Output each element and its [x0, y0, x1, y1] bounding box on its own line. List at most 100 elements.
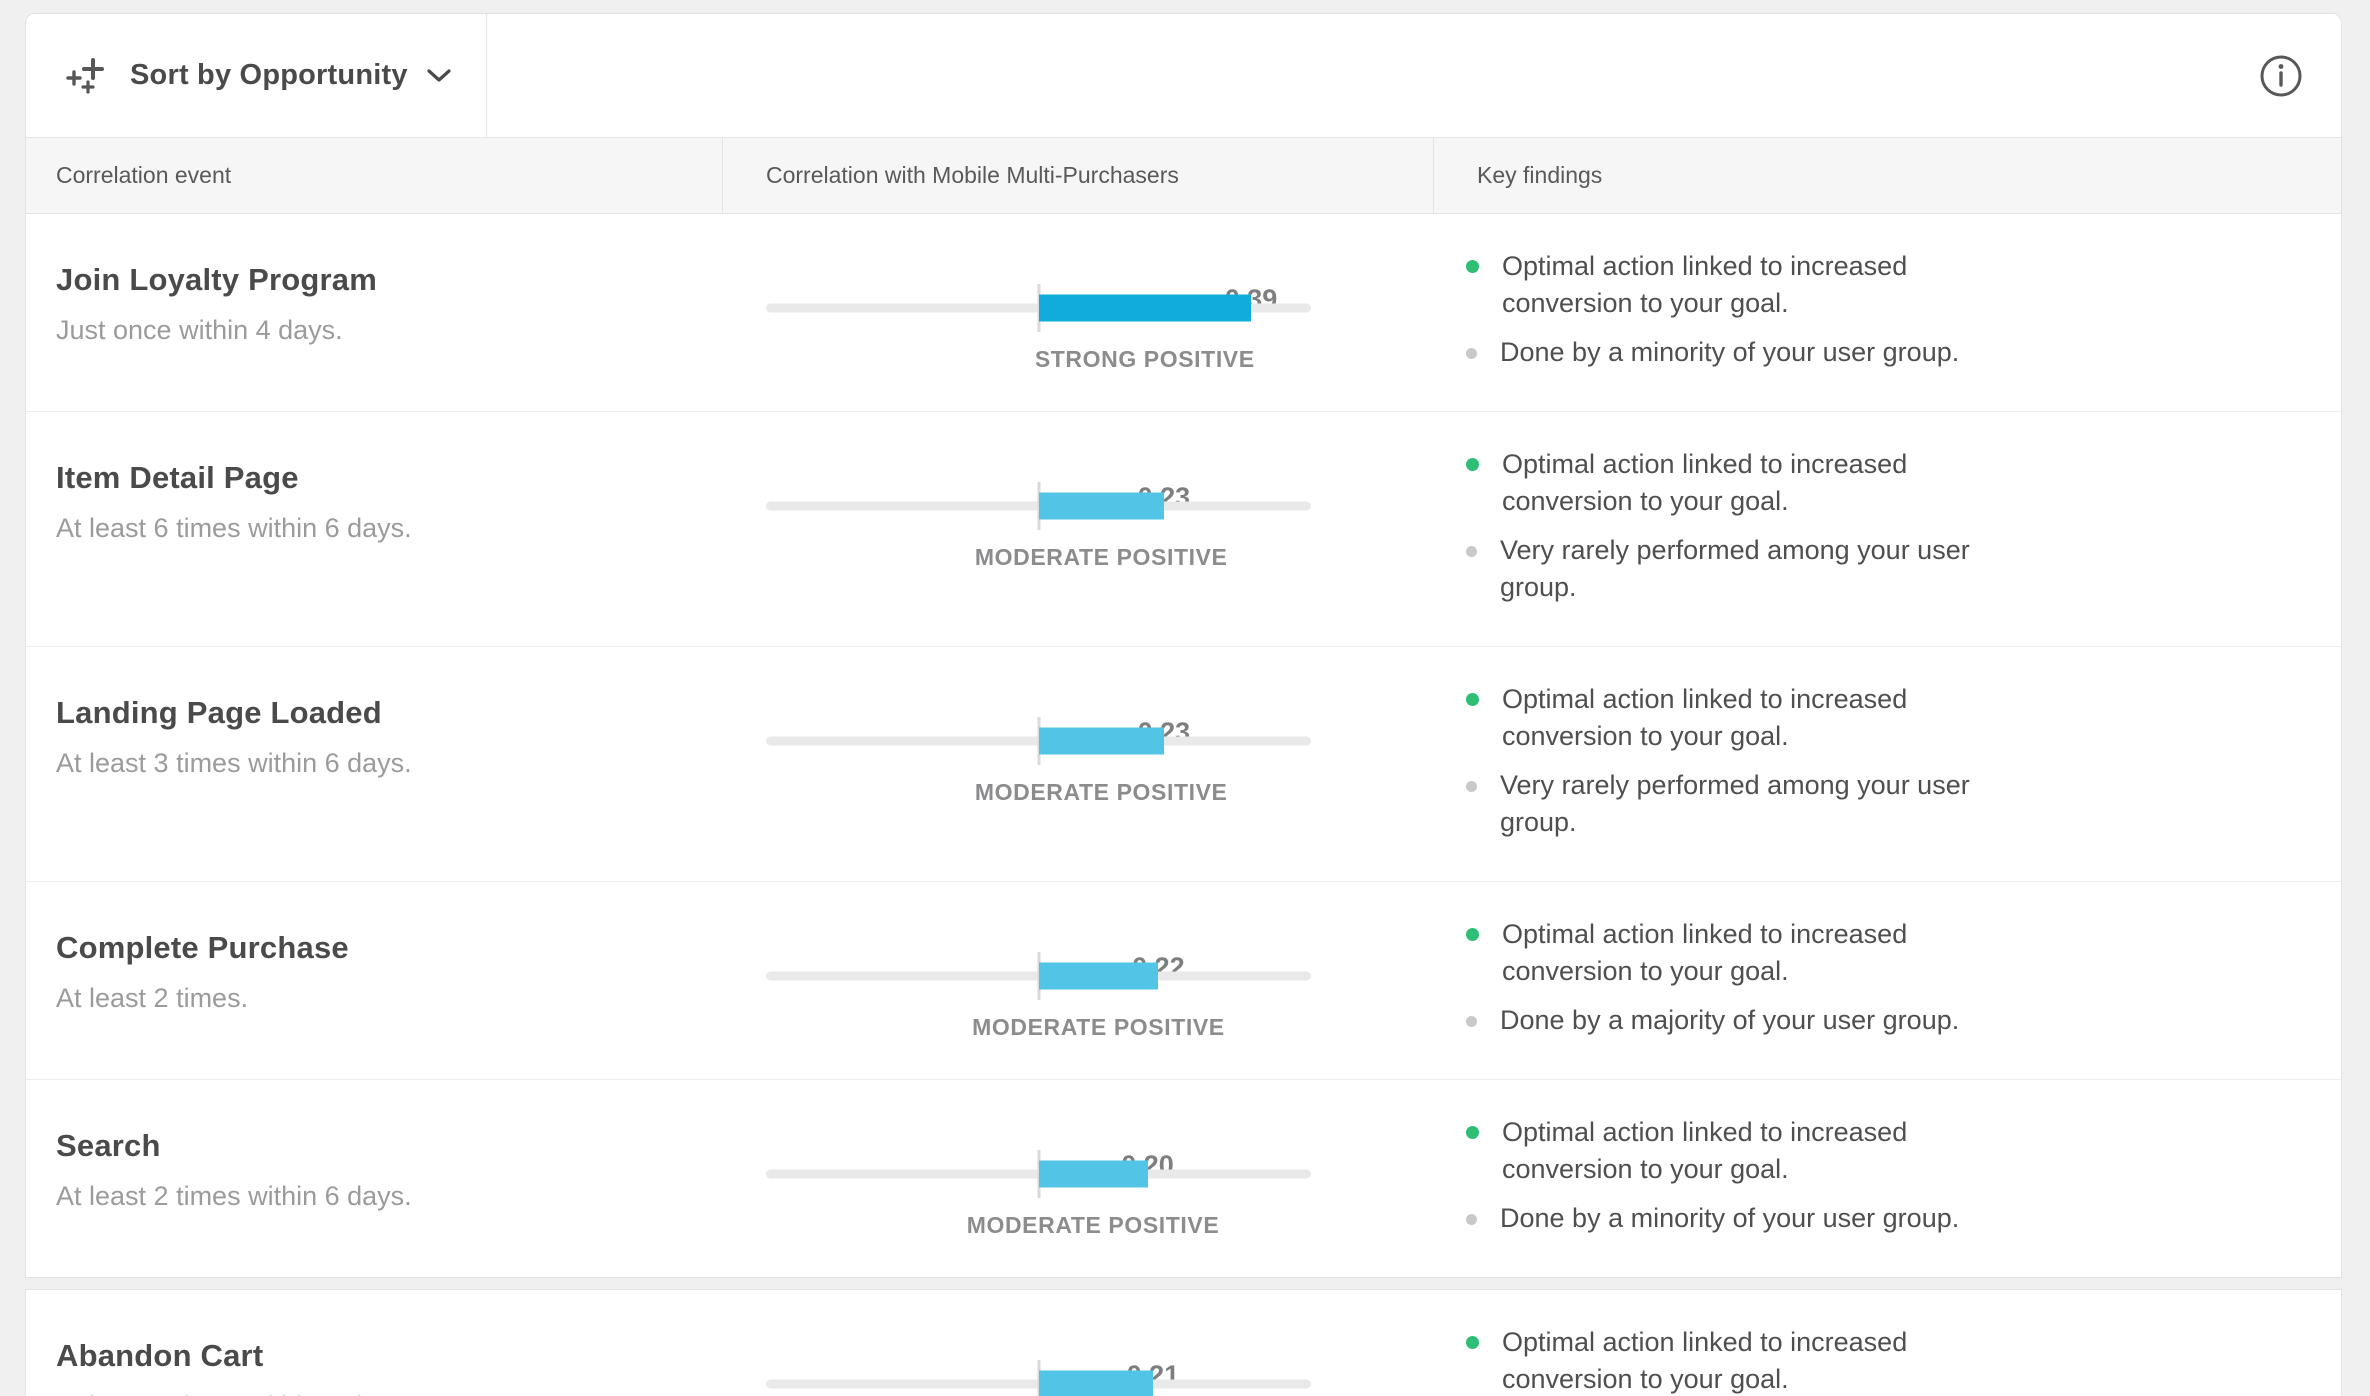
finding-text: Done by a minority of your user group.: [1500, 337, 1960, 367]
key-findings-list: Optimal action linked to increased conve…: [1434, 882, 2341, 1079]
correlation-cell: 0.39 STRONG POSITIVE: [723, 214, 1434, 411]
finding-dot: [1466, 928, 1479, 941]
finding-item: Very rarely performed among your user gr…: [1466, 767, 2301, 841]
info-button[interactable]: [2255, 50, 2307, 102]
correlation-bar: 0.23 MODERATE POSITIVE: [766, 717, 1311, 806]
header-correlation-event: Correlation event: [26, 138, 723, 213]
finding-item: Very rarely performed among your user gr…: [1466, 532, 2301, 606]
finding-dot: [1466, 348, 1477, 359]
sort-by-button[interactable]: Sort by Opportunity: [26, 14, 487, 137]
event-cell: Join Loyalty Program Just once within 4 …: [26, 214, 723, 411]
finding-item: Optimal action linked to increased conve…: [1466, 916, 2301, 990]
header-key-findings: Key findings: [1477, 162, 1603, 188]
finding-text: Optimal action linked to increased conve…: [1502, 449, 1908, 516]
table-row[interactable]: Landing Page Loaded At least 3 times wit…: [26, 647, 2341, 882]
finding-item: Done by a minority of your user group.: [1466, 1200, 2301, 1237]
finding-dot: [1466, 1126, 1479, 1139]
finding-text: Optimal action linked to increased conve…: [1502, 919, 1908, 986]
event-criteria: At least 2 times within 6 days.: [56, 1181, 412, 1211]
finding-dot: [1466, 693, 1479, 706]
finding-text: Very rarely performed among your user gr…: [1500, 535, 1970, 602]
event-name: Search: [56, 1128, 161, 1163]
finding-dot: [1466, 1016, 1477, 1027]
strength-label: STRONG POSITIVE: [1034, 346, 1255, 372]
correlation-track: [766, 717, 1311, 765]
table-row[interactable]: Search At least 2 times within 6 days. 0…: [26, 1080, 2341, 1277]
correlation-fill: [1038, 727, 1164, 755]
event-criteria: At least 3 times within 6 days.: [56, 748, 412, 778]
table-rows-section-1: Join Loyalty Program Just once within 4 …: [26, 214, 2341, 1277]
correlation-bar: 0.39 STRONG POSITIVE: [766, 284, 1311, 373]
correlation-bar: 0.23 MODERATE POSITIVE: [766, 482, 1311, 571]
finding-dot: [1466, 1214, 1477, 1225]
table-row[interactable]: Complete Purchase At least 2 times. 0.22…: [26, 882, 2341, 1080]
finding-item: Done by a majority of your user group.: [1466, 1002, 2301, 1039]
event-cell: Landing Page Loaded At least 3 times wit…: [26, 647, 723, 881]
finding-item: Optimal action linked to increased conve…: [1466, 681, 2301, 755]
strength-label: MODERATE POSITIVE: [974, 779, 1228, 805]
event-criteria: Just once within 4 days.: [56, 315, 343, 345]
event-name: Item Detail Page: [56, 460, 299, 495]
event-name: Abandon Cart: [56, 1338, 264, 1373]
correlation-panel: Sort by Opportunity Correlatio: [25, 13, 2342, 1396]
finding-item: Optimal action linked to increased conve…: [1466, 446, 2301, 520]
event-cell: Abandon Cart At least 2 times within 6 d…: [26, 1290, 723, 1396]
correlation-fill: [1038, 1370, 1153, 1396]
finding-text: Optimal action linked to increased conve…: [1502, 684, 1908, 751]
event-criteria: At least 2 times within 6 days.: [56, 1391, 693, 1396]
correlation-card-bottom: Abandon Cart At least 2 times within 6 d…: [25, 1289, 2342, 1396]
table-rows-section-2: Abandon Cart At least 2 times within 6 d…: [26, 1290, 2341, 1396]
event-name: Landing Page Loaded: [56, 695, 382, 730]
correlation-bar: 0.22 MODERATE POSITIVE: [766, 952, 1311, 1041]
key-findings-list: Optimal action linked to increased conve…: [1434, 1290, 2341, 1396]
strength-label: MODERATE POSITIVE: [972, 1014, 1225, 1040]
correlation-cell: 0.20 MODERATE POSITIVE: [723, 1080, 1434, 1277]
strength-label: MODERATE POSITIVE: [966, 1212, 1220, 1238]
correlation-track: [766, 952, 1311, 1000]
key-findings-list: Optimal action linked to increased conve…: [1434, 412, 2341, 646]
sort-by-label: Sort by Opportunity: [130, 59, 408, 91]
info-icon: [2257, 52, 2305, 100]
table-row[interactable]: Abandon Cart At least 2 times within 6 d…: [26, 1290, 2341, 1396]
finding-dot: [1466, 1336, 1479, 1349]
event-name: Join Loyalty Program: [56, 262, 377, 297]
finding-item: Optimal action linked to increased conve…: [1466, 1324, 2301, 1396]
finding-item: Optimal action linked to increased conve…: [1466, 1114, 2301, 1188]
correlation-cell: 0.23 MODERATE POSITIVE: [723, 647, 1434, 881]
correlation-track: [766, 482, 1311, 530]
finding-item: Optimal action linked to increased conve…: [1466, 248, 2301, 322]
correlation-track: [766, 1150, 1311, 1198]
correlation-card-top: Sort by Opportunity Correlatio: [25, 13, 2342, 1278]
finding-text: Done by a majority of your user group.: [1500, 1005, 1960, 1035]
event-cell: Item Detail Page At least 6 times within…: [26, 412, 723, 646]
correlation-fill: [1038, 962, 1159, 990]
correlation-cell: 0.22 MODERATE POSITIVE: [723, 882, 1434, 1079]
finding-text: Optimal action linked to increased conve…: [1502, 251, 1908, 318]
finding-dot: [1466, 260, 1479, 273]
finding-dot: [1466, 458, 1479, 471]
key-findings-list: Optimal action linked to increased conve…: [1434, 214, 2341, 411]
table-header-row: Correlation event Correlation with Mobil…: [26, 138, 2341, 214]
event-criteria: At least 2 times.: [56, 983, 249, 1013]
finding-item: Done by a minority of your user group.: [1466, 334, 2301, 371]
key-findings-list: Optimal action linked to increased conve…: [1434, 647, 2341, 881]
correlation-fill: [1038, 294, 1252, 322]
sparkle-plus-icon: [64, 54, 110, 98]
event-cell: Search At least 2 times within 6 days.: [26, 1080, 723, 1277]
finding-text: Optimal action linked to increased conve…: [1502, 1117, 1908, 1184]
correlation-fill: [1038, 1160, 1148, 1188]
table-row[interactable]: Join Loyalty Program Just once within 4 …: [26, 214, 2341, 412]
event-cell: Complete Purchase At least 2 times.: [26, 882, 723, 1079]
finding-text: Optimal action linked to increased conve…: [1502, 1327, 1908, 1394]
correlation-bar: 0.21 MODERATE POSITIVE: [766, 1360, 1311, 1396]
key-findings-list: Optimal action linked to increased conve…: [1434, 1080, 2341, 1277]
correlation-cell: 0.21 MODERATE POSITIVE: [723, 1290, 1434, 1396]
correlation-fill: [1038, 492, 1164, 520]
header-correlation-with-goal: Correlation with Mobile Multi-Purchasers: [723, 138, 1434, 213]
finding-dot: [1466, 781, 1477, 792]
finding-dot: [1466, 546, 1477, 557]
correlation-track: [766, 1360, 1311, 1396]
table-row[interactable]: Item Detail Page At least 6 times within…: [26, 412, 2341, 647]
finding-text: Done by a minority of your user group.: [1500, 1203, 1960, 1233]
correlation-bar: 0.20 MODERATE POSITIVE: [766, 1150, 1311, 1239]
